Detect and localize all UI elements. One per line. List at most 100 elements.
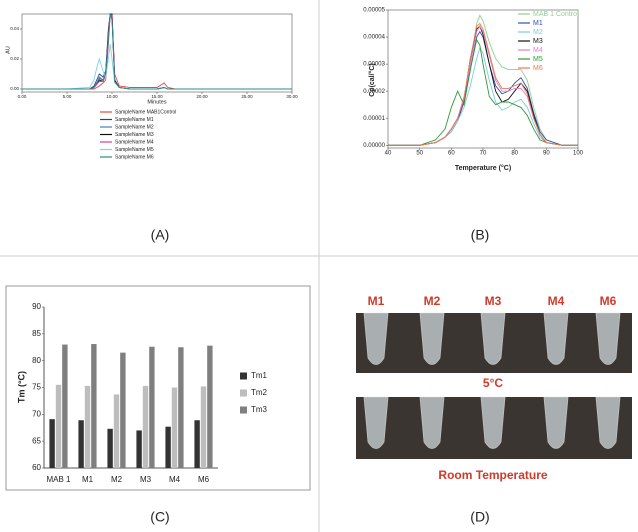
y-axis-label: AU [5, 46, 11, 54]
x-tick-label: 60 [448, 151, 455, 157]
y-tick-label: 0.02 [10, 56, 19, 61]
legend-label: MAB 1 Control [533, 11, 579, 18]
plot-frame [21, 13, 293, 93]
series-line [22, 13, 292, 90]
legend-swatch [240, 406, 247, 414]
bar [200, 386, 207, 468]
y-tick-label: 60 [32, 463, 41, 472]
x-tick-label: 100 [573, 151, 584, 157]
bar [91, 344, 97, 468]
y-tick-label: 0.00002 [363, 89, 385, 95]
x-tick-label: 5.00 [63, 94, 72, 99]
legend-label: M6 [533, 65, 543, 72]
y-tick-label: 0.00 [10, 86, 19, 91]
x-tick-label: 50 [416, 151, 423, 157]
series-line [388, 25, 578, 146]
legend-label: Tm1 [251, 371, 268, 380]
series-line [22, 13, 292, 90]
legend-label: SampleName M6 [115, 154, 154, 160]
legend-label: M5 [533, 56, 543, 63]
series-line [388, 25, 578, 146]
x-tick-label: M2 [111, 475, 123, 484]
bar [120, 352, 126, 468]
photo-caption: 5°C [483, 376, 503, 390]
legend-label: SampleName MAB1Control [115, 109, 176, 115]
sample-label: M1 [368, 294, 385, 308]
y-tick-label: 80 [32, 356, 41, 365]
y-tick-label: 0.00003 [363, 62, 385, 68]
series-line [22, 12, 292, 90]
x-tick-label: MAB 1 [46, 475, 71, 484]
x-tick-label: 10.00 [106, 94, 118, 99]
legend-label: M2 [533, 29, 543, 36]
y-axis-label: Cp(cal/°C) [368, 63, 376, 97]
x-tick-label: 40 [385, 151, 392, 157]
x-tick-label: M3 [140, 475, 152, 484]
bar [171, 387, 178, 468]
tube [419, 396, 445, 449]
legend-label: M3 [533, 38, 543, 45]
legend-label: Tm2 [251, 388, 268, 397]
x-tick-label: 0.00 [18, 94, 27, 99]
y-tick-label: 90 [32, 302, 41, 311]
legend-label: SampleName M2 [115, 124, 154, 130]
tube [543, 312, 569, 365]
tube [595, 396, 621, 449]
tube [480, 396, 506, 449]
y-axis-label: Tm (°C) [16, 371, 26, 403]
y-tick-label: 75 [32, 383, 41, 392]
series-line [22, 13, 292, 90]
bar [62, 344, 68, 468]
panel-label: (B) [471, 227, 490, 243]
tube [363, 312, 389, 365]
panel-label: (C) [150, 509, 169, 525]
bar [194, 420, 200, 468]
x-tick-label: 15.00 [151, 94, 163, 99]
x-tick-label: 30.00 [286, 94, 298, 99]
bar [49, 419, 55, 468]
legend-swatch [240, 389, 247, 397]
series-line [22, 43, 292, 90]
x-tick-label: 90 [543, 151, 550, 157]
legend-swatch [240, 372, 247, 380]
tube [595, 312, 621, 365]
sample-label: M3 [485, 294, 502, 308]
legend-label: SampleName M1 [115, 117, 154, 123]
y-tick-label: 0.00000 [363, 143, 385, 149]
x-tick-label: 20.00 [196, 94, 208, 99]
x-tick-label: 80 [511, 151, 518, 157]
y-tick-label: 65 [32, 436, 41, 445]
x-tick-label: 25.00 [241, 94, 253, 99]
y-tick-label: 0.00004 [363, 35, 385, 41]
photo-caption: Room Temperature [438, 468, 547, 482]
sample-label: M6 [600, 294, 617, 308]
x-axis-label: Temperature (°C) [455, 164, 511, 172]
legend-label: SampleName M4 [115, 139, 154, 145]
bar [207, 345, 213, 468]
panel-label: (D) [470, 509, 489, 525]
legend-label: M1 [533, 20, 543, 27]
legend-label: M4 [533, 47, 543, 54]
bar [178, 347, 184, 468]
y-tick-label: 0.04 [10, 26, 19, 31]
y-tick-label: 85 [32, 329, 41, 338]
series-line [22, 13, 292, 90]
tube [363, 396, 389, 449]
bar [55, 384, 62, 468]
bar [107, 428, 113, 468]
series-line [22, 13, 292, 90]
plot-frame [44, 307, 218, 468]
sample-label: M4 [548, 294, 565, 308]
y-tick-label: 0.00001 [363, 116, 385, 122]
y-tick-label: 70 [32, 409, 41, 418]
y-tick-label: 0.00005 [363, 8, 385, 14]
bar [142, 385, 149, 468]
series-line [388, 22, 578, 146]
legend-label: Tm3 [251, 405, 268, 414]
x-tick-label: 70 [480, 151, 487, 157]
bar [78, 420, 84, 468]
panel-frame [5, 285, 311, 491]
bar [84, 385, 91, 468]
tube [543, 396, 569, 449]
